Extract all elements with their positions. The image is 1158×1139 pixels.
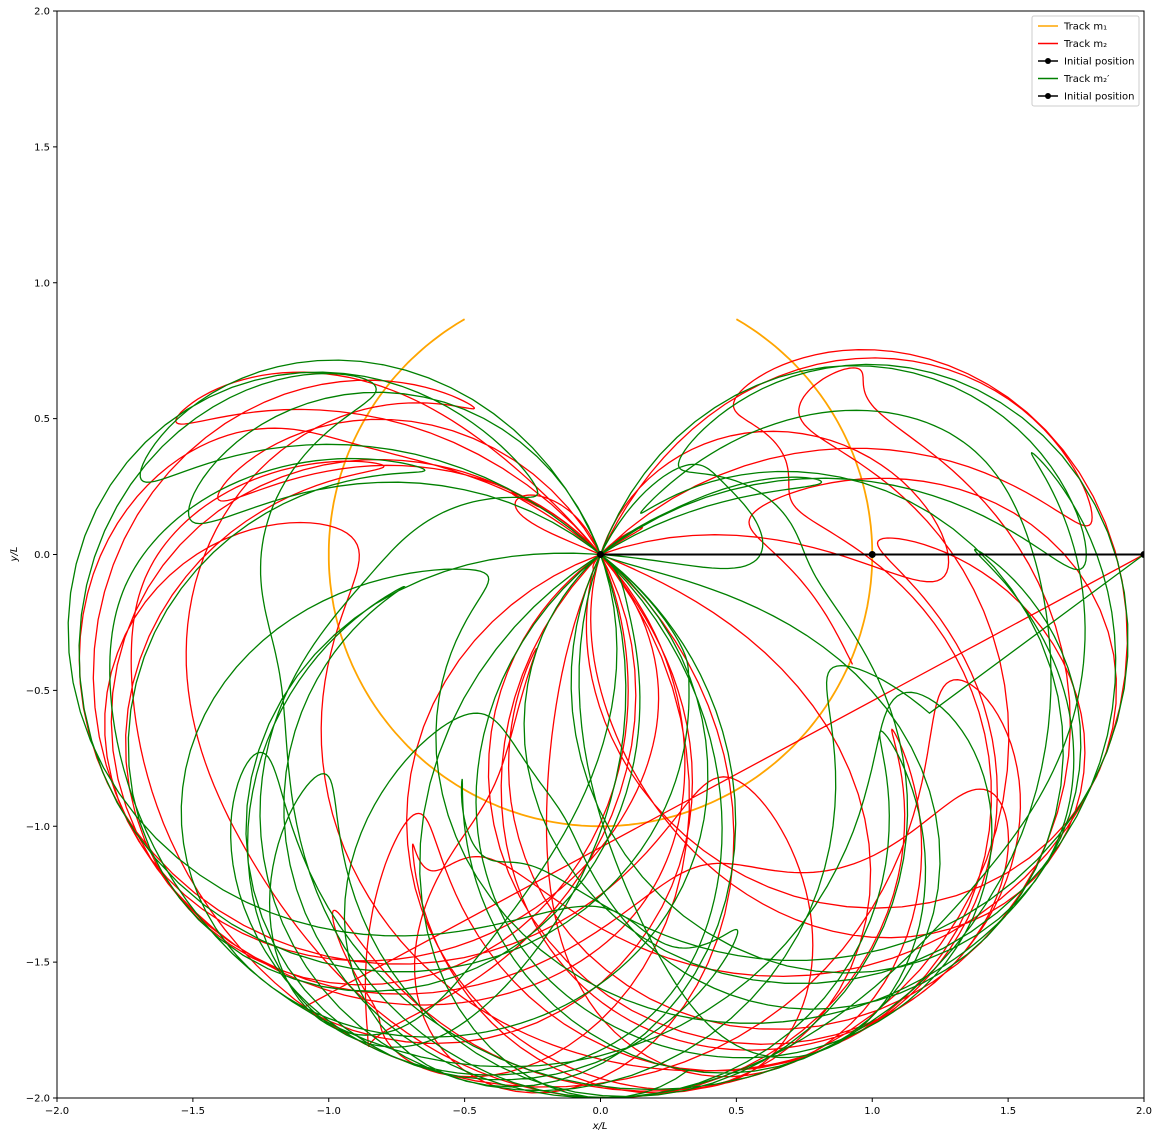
x-tick-label: −1.0 bbox=[317, 1106, 341, 1117]
initial-position-marker bbox=[597, 551, 604, 558]
x-tick-label: 2.0 bbox=[1136, 1106, 1152, 1117]
legend-label: Initial position bbox=[1064, 57, 1134, 68]
x-tick-label: −0.5 bbox=[452, 1106, 476, 1117]
trace-layer bbox=[67, 318, 1144, 1098]
initial-position-marker bbox=[868, 551, 876, 558]
y-tick-label: 2.0 bbox=[34, 7, 50, 18]
legend-label: Track m₂ bbox=[1063, 39, 1107, 50]
legend-marker bbox=[1045, 93, 1051, 99]
x-axis-label: x/L bbox=[592, 1121, 608, 1132]
y-axis-ticks: −2.0 −1.5 −1.0 −0.5 0.0 0.5 1.0 1.5 2.0 bbox=[26, 7, 57, 1105]
y-tick-label: 0.5 bbox=[34, 414, 50, 425]
legend-label: Track m₂′ bbox=[1063, 74, 1110, 85]
initial-position-marker bbox=[1140, 551, 1144, 558]
track-m2-prime-line bbox=[67, 359, 1144, 1098]
x-tick-label: 0.5 bbox=[728, 1106, 744, 1117]
x-tick-label: −2.0 bbox=[45, 1106, 69, 1117]
y-tick-label: 0.0 bbox=[34, 550, 50, 561]
legend: Track m₁ Track m₂ Initial position Track m₂… bbox=[1031, 15, 1140, 107]
y-tick-label: −1.0 bbox=[26, 822, 50, 833]
legend-box bbox=[1031, 15, 1140, 107]
x-tick-label: 0.0 bbox=[593, 1106, 609, 1117]
x-tick-label: 1.5 bbox=[1000, 1106, 1016, 1117]
y-tick-label: −2.0 bbox=[26, 1094, 50, 1105]
legend-label: Track m₁ bbox=[1063, 22, 1107, 33]
x-axis-ticks: −2.0 −1.5 −1.0 −0.5 0.0 0.5 1.0 1.5 2.0 bbox=[45, 1098, 1152, 1117]
y-tick-label: −0.5 bbox=[26, 686, 50, 697]
y-tick-label: −1.5 bbox=[26, 958, 50, 969]
x-tick-label: −1.5 bbox=[181, 1106, 205, 1117]
legend-label: Initial position bbox=[1064, 92, 1134, 103]
y-tick-label: 1.5 bbox=[34, 142, 50, 153]
legend-marker bbox=[1045, 58, 1051, 64]
track-m1-line bbox=[327, 318, 874, 828]
y-tick-label: 1.0 bbox=[34, 278, 50, 289]
y-axis-label: y/L bbox=[9, 547, 20, 563]
x-tick-label: 1.0 bbox=[864, 1106, 880, 1117]
